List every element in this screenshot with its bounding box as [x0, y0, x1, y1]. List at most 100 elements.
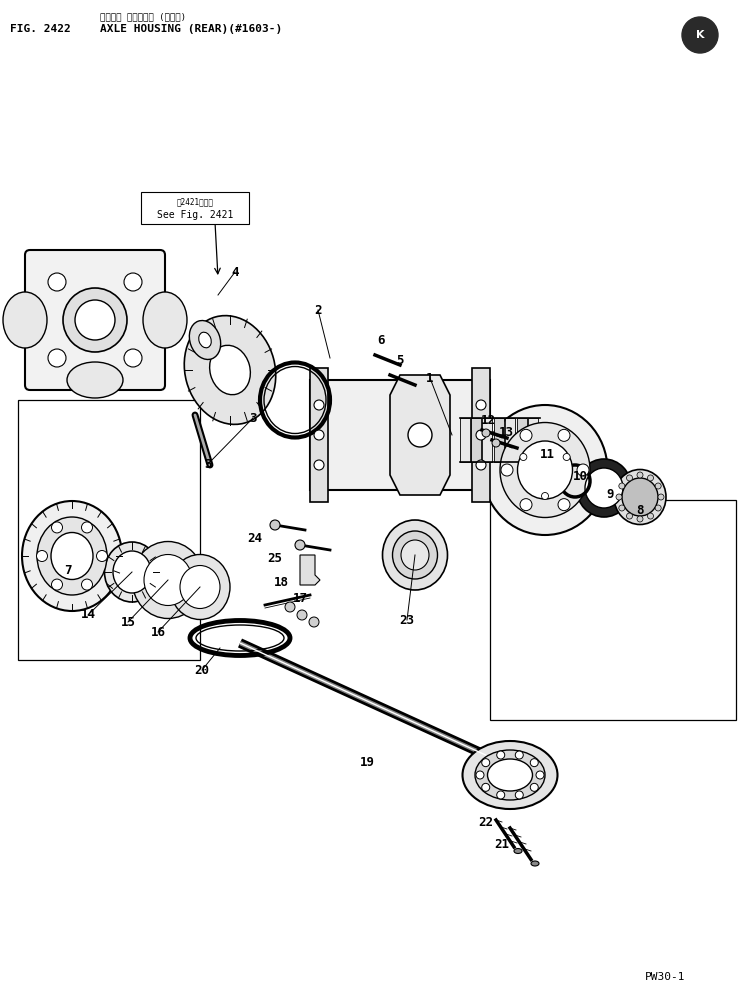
Ellipse shape: [67, 362, 123, 398]
Bar: [528, 418, 538, 462]
Circle shape: [619, 505, 625, 511]
Circle shape: [124, 273, 142, 291]
Bar: [310, 380, 490, 490]
FancyBboxPatch shape: [141, 192, 249, 224]
Text: See Fig. 2421: See Fig. 2421: [157, 210, 233, 220]
Ellipse shape: [132, 541, 204, 618]
Bar: [494, 418, 504, 462]
Circle shape: [63, 288, 127, 352]
Text: 12: 12: [480, 413, 495, 426]
Ellipse shape: [189, 320, 221, 360]
Circle shape: [501, 464, 513, 476]
Text: 15: 15: [121, 615, 136, 628]
Text: 17: 17: [292, 592, 307, 605]
Ellipse shape: [37, 517, 107, 595]
Ellipse shape: [180, 566, 220, 608]
Circle shape: [619, 483, 625, 489]
Ellipse shape: [614, 470, 666, 524]
Ellipse shape: [143, 292, 187, 348]
Text: K: K: [696, 30, 704, 40]
Ellipse shape: [622, 478, 658, 516]
Text: 23: 23: [400, 613, 415, 626]
Text: 24: 24: [248, 531, 263, 544]
Circle shape: [616, 494, 622, 500]
Circle shape: [542, 493, 548, 499]
Ellipse shape: [104, 542, 160, 602]
Circle shape: [96, 550, 107, 562]
Text: 3: 3: [249, 411, 257, 424]
Circle shape: [492, 439, 500, 447]
Ellipse shape: [392, 531, 437, 579]
Ellipse shape: [51, 532, 93, 580]
Circle shape: [285, 602, 295, 612]
Ellipse shape: [3, 292, 47, 348]
Circle shape: [124, 349, 142, 367]
Circle shape: [655, 483, 661, 489]
Circle shape: [314, 430, 324, 440]
Text: 19: 19: [360, 755, 374, 768]
Circle shape: [497, 791, 505, 799]
Circle shape: [314, 400, 324, 410]
Ellipse shape: [383, 520, 448, 590]
Text: PW30-1: PW30-1: [645, 972, 686, 982]
Circle shape: [648, 513, 653, 519]
Ellipse shape: [22, 501, 122, 611]
Text: 20: 20: [195, 664, 210, 677]
Ellipse shape: [483, 405, 607, 535]
Bar: [517, 418, 527, 462]
Text: 21: 21: [495, 838, 510, 851]
Polygon shape: [390, 375, 450, 495]
Bar: [472, 368, 490, 502]
Circle shape: [536, 771, 544, 779]
Bar: [310, 368, 328, 502]
Text: 4: 4: [231, 266, 239, 278]
Circle shape: [637, 516, 643, 522]
Circle shape: [637, 472, 643, 478]
Text: 7: 7: [64, 564, 72, 577]
Text: 11: 11: [539, 448, 554, 461]
Text: 16: 16: [151, 625, 166, 638]
Text: 22: 22: [478, 816, 494, 828]
FancyBboxPatch shape: [25, 250, 165, 390]
Circle shape: [558, 429, 570, 441]
Text: 2: 2: [314, 303, 322, 316]
Circle shape: [75, 300, 115, 340]
Circle shape: [476, 430, 486, 440]
Bar: [505, 418, 515, 462]
Circle shape: [530, 759, 539, 767]
Circle shape: [482, 759, 489, 767]
Ellipse shape: [198, 332, 211, 348]
Ellipse shape: [531, 861, 539, 866]
Text: AXLE HOUSING (REAR)(#1603-): AXLE HOUSING (REAR)(#1603-): [100, 24, 282, 34]
Ellipse shape: [577, 459, 632, 517]
Circle shape: [476, 400, 486, 410]
Circle shape: [515, 791, 523, 799]
Ellipse shape: [170, 555, 230, 619]
Circle shape: [497, 751, 505, 759]
Circle shape: [48, 273, 66, 291]
Circle shape: [627, 475, 633, 481]
Circle shape: [81, 579, 93, 590]
Text: FIG. 2422: FIG. 2422: [10, 24, 71, 34]
Ellipse shape: [514, 848, 522, 853]
Text: 9: 9: [606, 489, 614, 501]
Circle shape: [408, 423, 432, 447]
Circle shape: [648, 475, 653, 481]
Circle shape: [563, 454, 570, 461]
Circle shape: [655, 505, 661, 511]
Circle shape: [270, 520, 280, 530]
Text: アクスル ハウジング (リヤー): アクスル ハウジング (リヤー): [100, 12, 186, 21]
Ellipse shape: [184, 315, 276, 424]
Text: 1: 1: [426, 372, 433, 385]
Text: 5: 5: [396, 354, 404, 367]
Circle shape: [627, 513, 633, 519]
Bar: [471, 418, 481, 462]
Circle shape: [530, 783, 539, 792]
Circle shape: [558, 498, 570, 510]
Ellipse shape: [487, 759, 533, 791]
Text: 25: 25: [268, 552, 283, 565]
Circle shape: [520, 429, 532, 441]
Ellipse shape: [500, 422, 590, 517]
Text: 6: 6: [377, 334, 385, 347]
Ellipse shape: [463, 741, 557, 809]
